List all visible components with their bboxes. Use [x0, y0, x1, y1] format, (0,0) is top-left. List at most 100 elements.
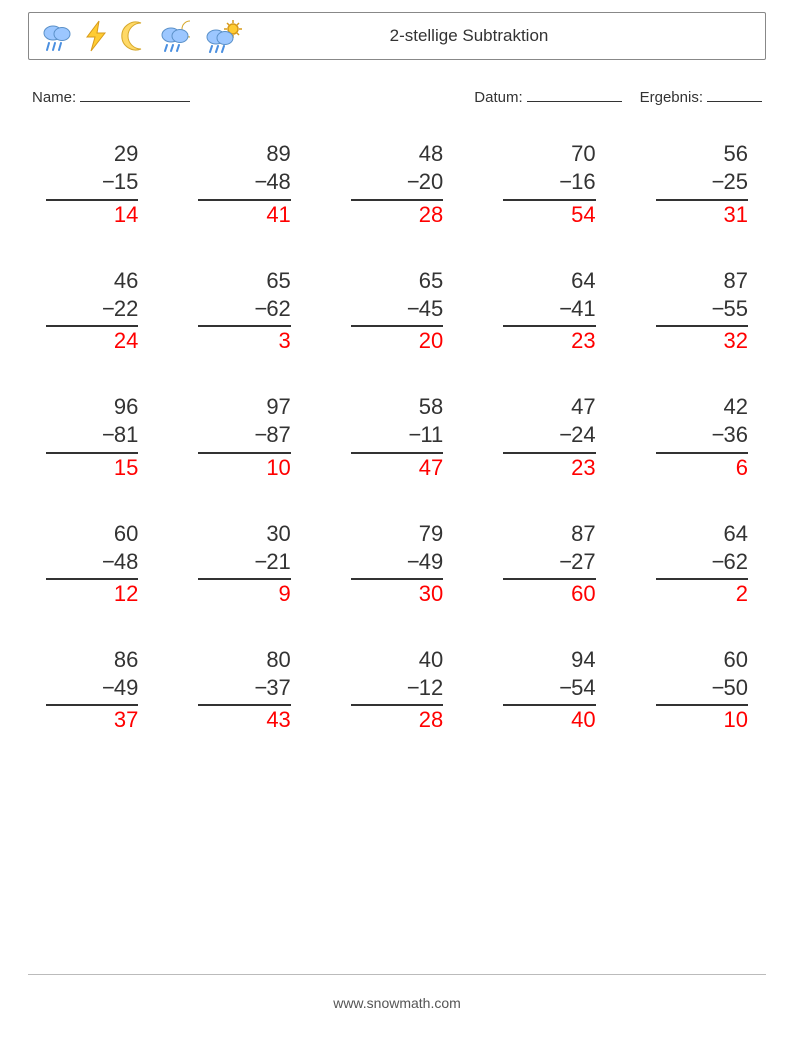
- answer: 40: [503, 706, 595, 734]
- subtrahend-row: −22: [46, 295, 138, 327]
- minus-sign: −: [712, 675, 724, 700]
- subtrahend: 54: [571, 675, 595, 700]
- subtrahend-row: −15: [46, 168, 138, 200]
- minuend: 89: [198, 140, 290, 168]
- answer: 20: [351, 327, 443, 355]
- subtrahend-row: −62: [198, 295, 290, 327]
- subtrahend-row: −81: [46, 421, 138, 453]
- result-blank[interactable]: [707, 88, 762, 102]
- answer: 2: [656, 580, 748, 608]
- subtrahend: 87: [266, 422, 290, 447]
- answer: 3: [198, 327, 290, 355]
- minuend: 40: [351, 646, 443, 674]
- rain-cloud-icon: [39, 19, 75, 53]
- minuend: 42: [656, 393, 748, 421]
- minus-sign: −: [407, 675, 419, 700]
- subtrahend: 62: [266, 296, 290, 321]
- subtrahend-row: −41: [503, 295, 595, 327]
- subtrahend-row: −36: [656, 421, 748, 453]
- subtrahend: 25: [724, 169, 748, 194]
- answer: 23: [503, 454, 595, 482]
- header-bar: 2-stellige Subtraktion: [28, 12, 766, 60]
- minuend: 48: [351, 140, 443, 168]
- answer: 6: [656, 454, 748, 482]
- minuend: 94: [503, 646, 595, 674]
- result-label: Ergebnis:: [640, 89, 703, 106]
- answer: 32: [656, 327, 748, 355]
- subtrahend: 81: [114, 422, 138, 447]
- minuend: 47: [503, 393, 595, 421]
- subtrahend: 48: [266, 169, 290, 194]
- minus-sign: −: [254, 549, 266, 574]
- minuend: 60: [656, 646, 748, 674]
- subtrahend-row: −12: [351, 674, 443, 706]
- problem: 94−54 40: [503, 646, 595, 734]
- subtrahend-row: −49: [46, 674, 138, 706]
- problem: 46−2224: [46, 267, 138, 355]
- subtrahend: 22: [114, 296, 138, 321]
- problem: 79−4930: [351, 520, 443, 608]
- answer: 41: [198, 201, 290, 229]
- minuend: 60: [46, 520, 138, 548]
- minuend: 65: [351, 267, 443, 295]
- minus-sign: −: [559, 675, 571, 700]
- answer: 23: [503, 327, 595, 355]
- answer: 60: [503, 580, 595, 608]
- minus-sign: −: [712, 549, 724, 574]
- answer: 10: [656, 706, 748, 734]
- problem: 48−2028: [351, 140, 443, 228]
- minuend: 80: [198, 646, 290, 674]
- minus-sign: −: [559, 169, 571, 194]
- subtrahend: 15: [114, 169, 138, 194]
- subtrahend: 12: [419, 675, 443, 700]
- subtrahend: 49: [419, 549, 443, 574]
- answer: 24: [46, 327, 138, 355]
- subtrahend: 20: [419, 169, 443, 194]
- subtrahend: 11: [420, 422, 443, 447]
- minuend: 70: [503, 140, 595, 168]
- crescent-moon-icon: [117, 19, 151, 53]
- problems-grid: 29−151489−484148−202870−165456−253146−22…: [28, 140, 766, 734]
- sun-rain-cloud-icon: [203, 19, 243, 53]
- minuend: 64: [656, 520, 748, 548]
- header-icons: [39, 19, 243, 53]
- subtrahend: 55: [724, 296, 748, 321]
- answer: 15: [46, 454, 138, 482]
- answer: 30: [351, 580, 443, 608]
- minus-sign: −: [254, 675, 266, 700]
- answer: 43: [198, 706, 290, 734]
- answer: 37: [46, 706, 138, 734]
- problem: 87−55 32: [656, 267, 748, 355]
- answer: 47: [351, 454, 443, 482]
- minuend: 87: [656, 267, 748, 295]
- answer: 12: [46, 580, 138, 608]
- problem: 42−366: [656, 393, 748, 481]
- problem: 70−1654: [503, 140, 595, 228]
- subtrahend-row: −20: [351, 168, 443, 200]
- name-blank[interactable]: [80, 88, 190, 102]
- minus-sign: −: [712, 296, 724, 321]
- minuend: 56: [656, 140, 748, 168]
- answer: 14: [46, 201, 138, 229]
- subtrahend-row: −27: [503, 548, 595, 580]
- minuend: 97: [198, 393, 290, 421]
- subtrahend-row: −16: [503, 168, 595, 200]
- subtrahend-row: −49: [351, 548, 443, 580]
- minus-sign: −: [559, 549, 571, 574]
- problem: 80−3743: [198, 646, 290, 734]
- answer: 28: [351, 201, 443, 229]
- minus-sign: −: [102, 549, 114, 574]
- minus-sign: −: [254, 296, 266, 321]
- minuend: 86: [46, 646, 138, 674]
- subtrahend-row: −48: [46, 548, 138, 580]
- minus-sign: −: [559, 422, 571, 447]
- problem: 30−219: [198, 520, 290, 608]
- date-blank[interactable]: [527, 88, 622, 102]
- subtrahend-row: −45: [351, 295, 443, 327]
- night-rain-cloud-icon: [157, 19, 197, 53]
- problem: 40−1228: [351, 646, 443, 734]
- subtrahend-row: −50: [656, 674, 748, 706]
- problem: 58−1147: [351, 393, 443, 481]
- answer: 10: [198, 454, 290, 482]
- problem: 29−1514: [46, 140, 138, 228]
